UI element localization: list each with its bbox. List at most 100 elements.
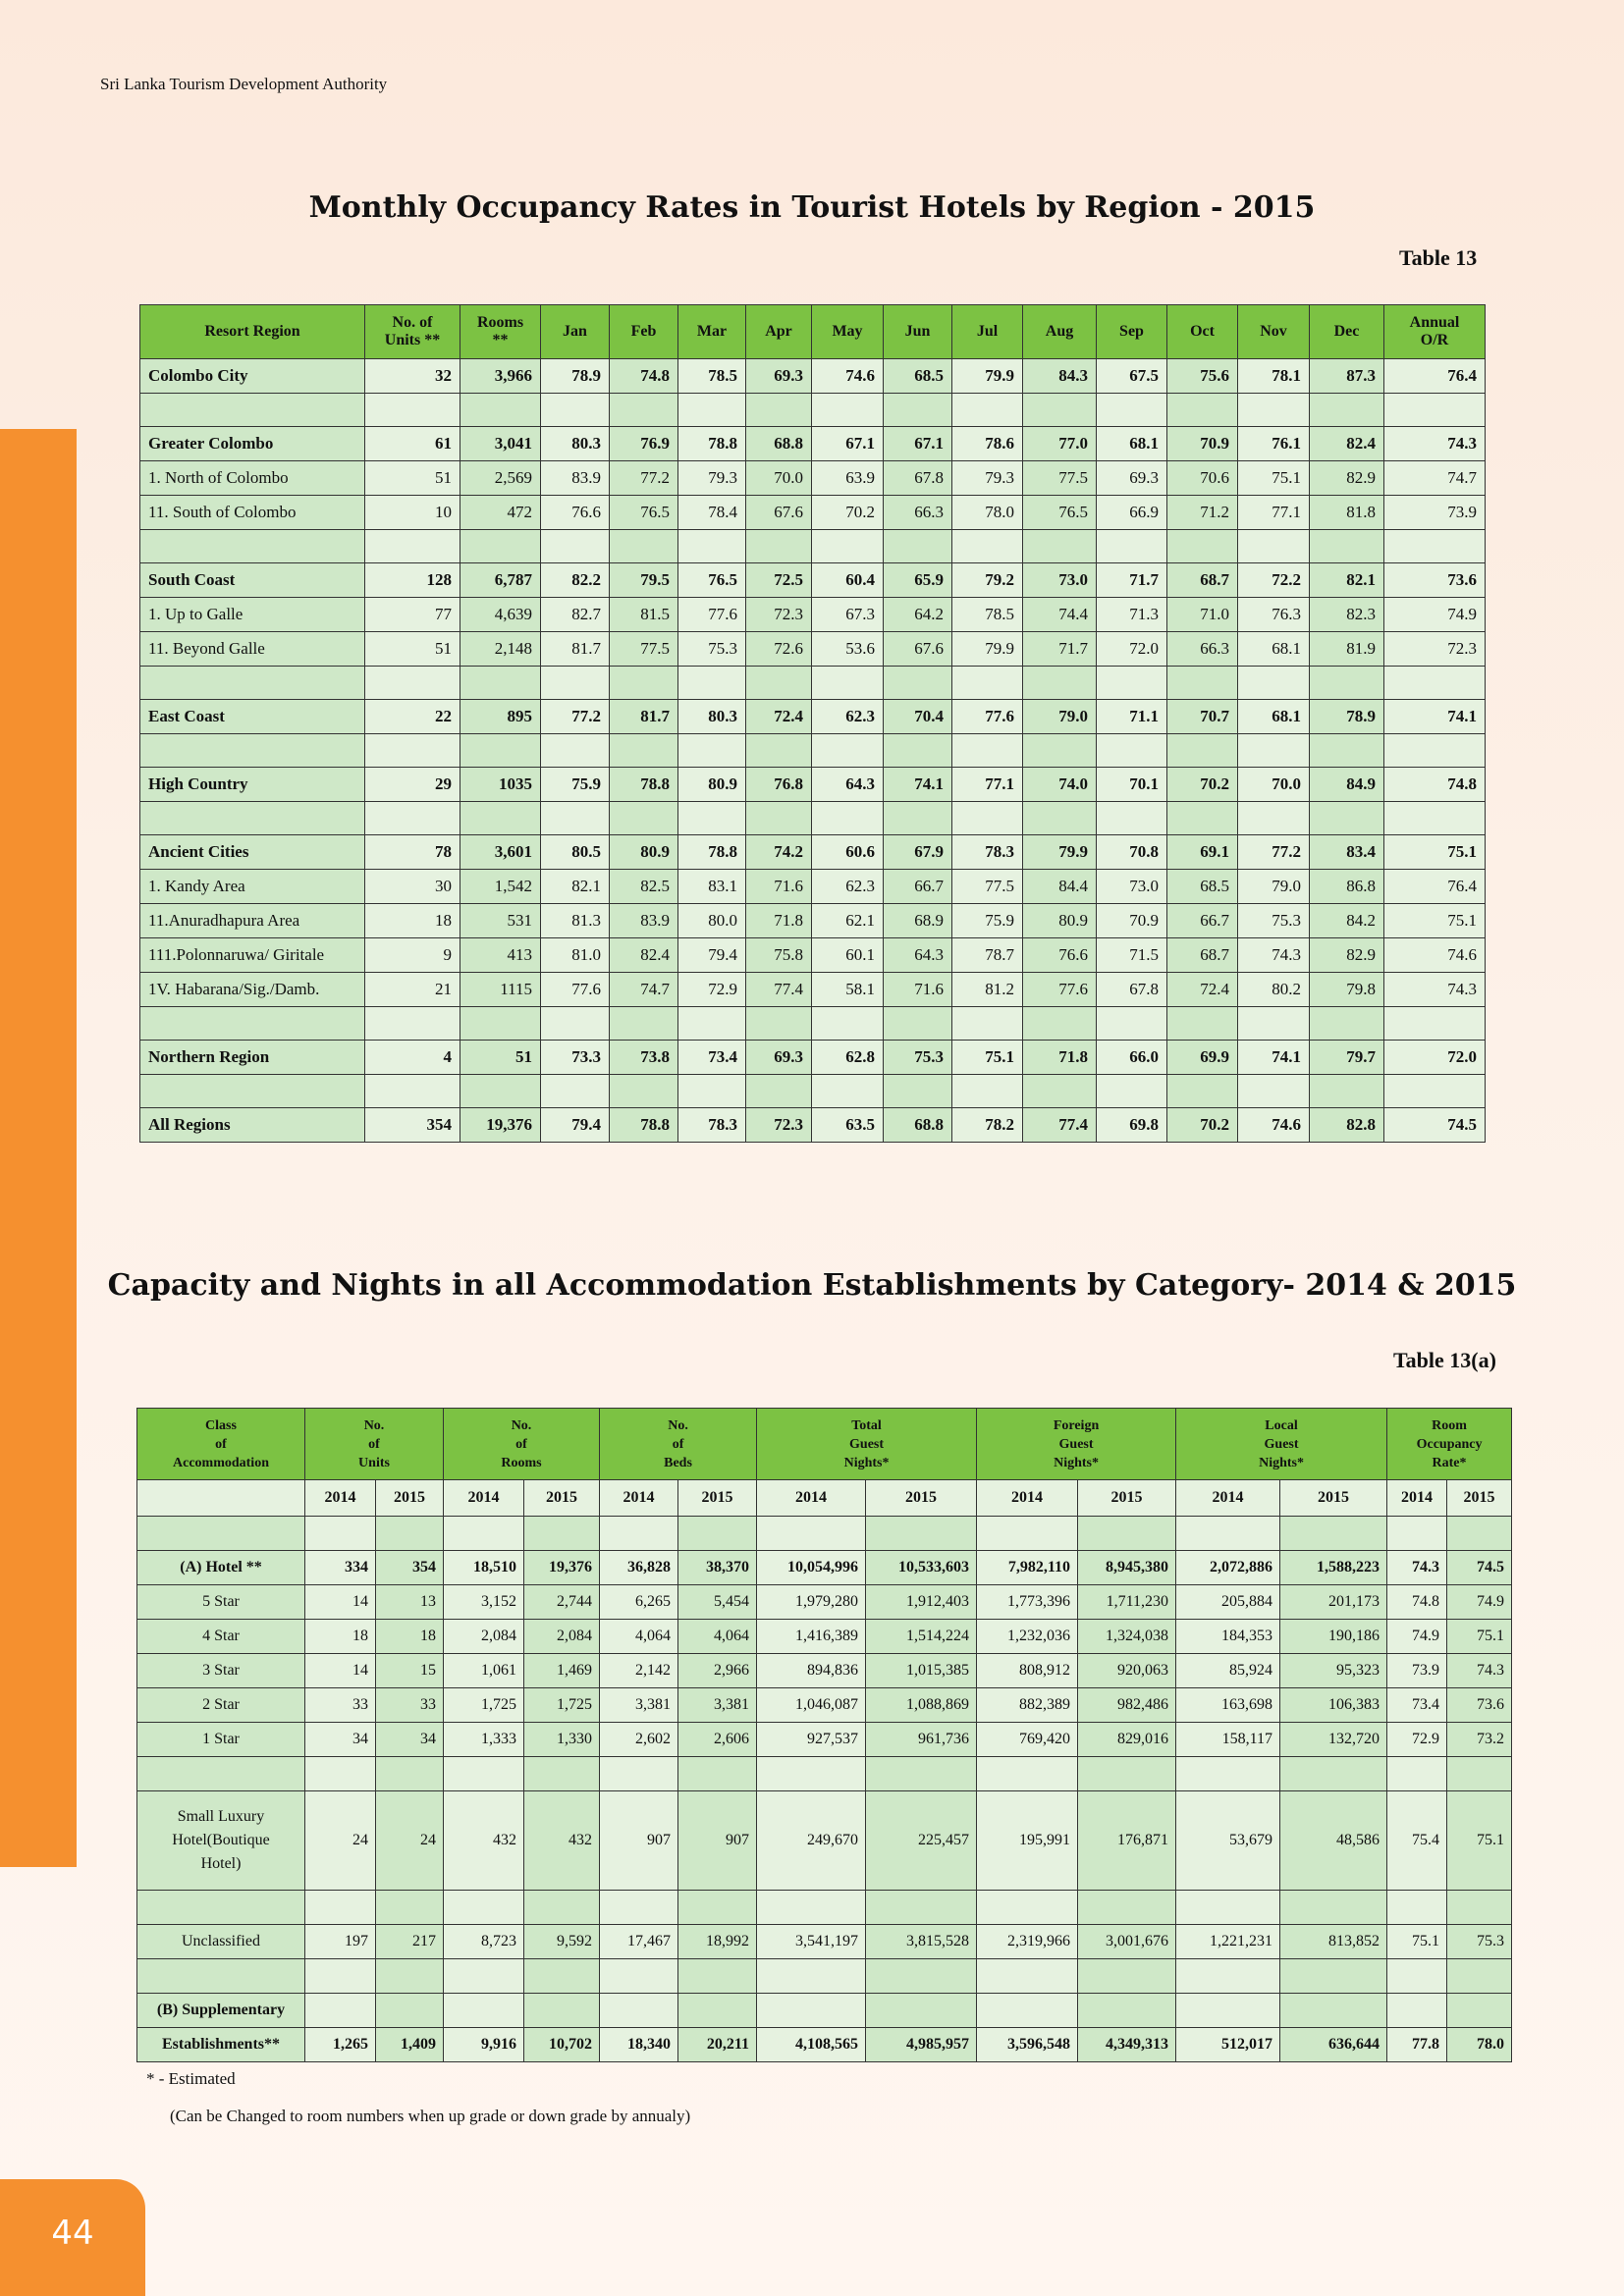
table-cell: 75.1	[951, 1040, 1023, 1075]
table-cell: 74.8	[1386, 1584, 1448, 1620]
table-cell	[443, 1993, 524, 2028]
column-header: Resort Region	[139, 304, 365, 359]
table-cell	[1175, 1993, 1281, 2028]
table-cell	[375, 1993, 444, 2028]
empty-cell	[364, 1074, 460, 1108]
empty-cell	[951, 393, 1023, 427]
table-cell: 77.6	[1022, 972, 1097, 1007]
empty-cell	[1309, 801, 1384, 835]
empty-cell	[1096, 1074, 1167, 1108]
table-cell: 69.3	[745, 1040, 812, 1075]
table-cell: 58.1	[811, 972, 884, 1007]
table-cell	[756, 1993, 867, 2028]
table-cell: 51	[364, 631, 460, 667]
empty-cell	[1446, 1890, 1513, 1925]
empty-cell	[1022, 1074, 1097, 1108]
empty-cell	[811, 1074, 884, 1108]
table-cell: 158,117	[1175, 1722, 1281, 1757]
table-cell	[1279, 1993, 1388, 2028]
empty-cell	[1096, 1006, 1167, 1041]
table-cell: 77.6	[540, 972, 610, 1007]
empty-cell	[1022, 733, 1097, 768]
column-header: Sep	[1096, 304, 1167, 359]
table-cell: 75.1	[1446, 1619, 1513, 1654]
table-cell: 69.9	[1166, 1040, 1238, 1075]
empty-cell	[540, 1074, 610, 1108]
empty-cell	[1279, 1516, 1388, 1551]
table-cell: 3,001,676	[1077, 1924, 1177, 1959]
table-cell: 77.0	[1022, 426, 1097, 461]
table-cell: 79.3	[951, 460, 1023, 496]
year-header: 2014	[599, 1479, 679, 1517]
table-cell: 75.1	[1383, 834, 1486, 870]
empty-cell	[1386, 1890, 1448, 1925]
empty-cell	[1022, 1006, 1097, 1041]
table-cell: 18,340	[599, 2027, 679, 2062]
table13a-title: Capacity and Nights in all Accommodation…	[107, 1268, 1517, 1303]
table-row: 3 Star 14 15 1,061 1,469 2,142 2,966 894,836 1,0…	[136, 1653, 1513, 1688]
empty-cell	[745, 393, 812, 427]
empty-cell	[1096, 393, 1167, 427]
table-cell: 72.9	[677, 972, 746, 1007]
table-cell: 60.4	[811, 562, 884, 598]
table-cell: 72.2	[1237, 562, 1310, 598]
table-cell: 78.8	[677, 834, 746, 870]
empty-cell	[609, 529, 678, 563]
empty-cell	[1096, 666, 1167, 700]
table-cell: 70.9	[1166, 426, 1238, 461]
table-cell: 63.9	[811, 460, 884, 496]
column-header: Nov	[1237, 304, 1310, 359]
table-row: 11.Anuradhapura Area 18 531 81.3 83.9 80.0 71.…	[139, 903, 1486, 938]
table-cell: 2,072,886	[1175, 1550, 1281, 1585]
table-cell: 72.9	[1386, 1722, 1448, 1757]
table-cell: 73.3	[540, 1040, 610, 1075]
table-cell: 72.6	[745, 631, 812, 667]
category-name: (A) Hotel **	[136, 1550, 305, 1585]
table-cell: 75.6	[1166, 358, 1238, 394]
table-cell: 21	[364, 972, 460, 1007]
year-header: 2014	[1386, 1479, 1448, 1517]
empty-cell	[1096, 801, 1167, 835]
empty-cell	[1383, 393, 1486, 427]
table-cell: 80.9	[1022, 903, 1097, 938]
spacer-row	[136, 1516, 1513, 1551]
empty-cell	[677, 1958, 758, 1994]
empty-cell	[609, 666, 678, 700]
table-cell: 65.9	[883, 562, 952, 598]
region-name: 1. Kandy Area	[139, 869, 365, 904]
empty-cell	[1022, 393, 1097, 427]
table-cell: 813,852	[1279, 1924, 1388, 1959]
empty-cell	[139, 1074, 365, 1108]
table-cell: 68.9	[883, 903, 952, 938]
empty-cell	[522, 1516, 601, 1551]
empty-cell	[976, 1890, 1079, 1925]
table-cell: 1,221,231	[1175, 1924, 1281, 1959]
empty-cell	[1309, 1006, 1384, 1041]
category-name: 4 Star	[136, 1619, 305, 1654]
table-cell: 95,323	[1279, 1653, 1388, 1688]
table-row: All Regions 354 19,376 79.4 78.8 78.3 72.3 63.5…	[139, 1107, 1486, 1143]
table-cell: 2,744	[522, 1584, 601, 1620]
table-row: (A) Hotel ** 334 354 18,510 19,376 36,828 38,3…	[136, 1550, 1513, 1585]
table-cell: 75.1	[1386, 1924, 1448, 1959]
empty-cell	[460, 529, 541, 563]
table-cell: 18	[375, 1619, 444, 1654]
table-cell: 1,088,869	[865, 1687, 978, 1723]
table-cell: 176,871	[1077, 1790, 1177, 1891]
table-cell: 4,349,313	[1077, 2027, 1177, 2062]
table-row: 5 Star 14 13 3,152 2,744 6,265 5,454 1,979,280 1…	[136, 1584, 1513, 1620]
table-cell: 33	[304, 1687, 376, 1723]
table-cell: 81.0	[540, 937, 610, 973]
empty-cell	[1166, 1074, 1238, 1108]
spacer-row	[139, 1006, 1486, 1041]
table-cell: 72.5	[745, 562, 812, 598]
empty-cell	[951, 801, 1023, 835]
table-cell: 72.3	[1383, 631, 1486, 667]
table-cell: 19,376	[522, 1550, 601, 1585]
empty-cell	[1077, 1516, 1177, 1551]
table-cell: 79.3	[677, 460, 746, 496]
empty-cell	[811, 393, 884, 427]
column-header: Oct	[1166, 304, 1238, 359]
table-cell: 29	[364, 767, 460, 802]
table-cell: 70.4	[883, 699, 952, 734]
